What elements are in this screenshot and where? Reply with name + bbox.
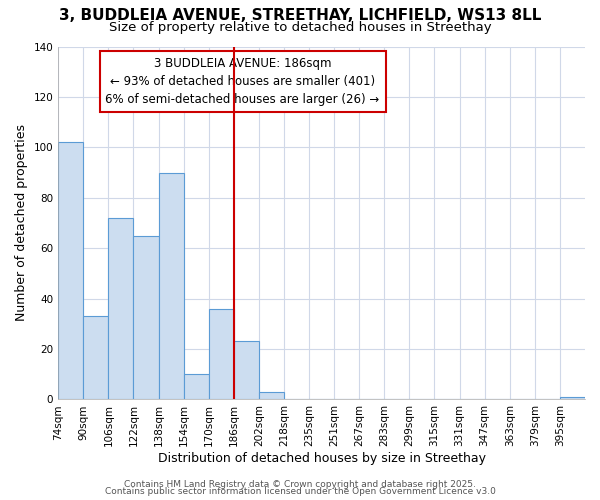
Y-axis label: Number of detached properties: Number of detached properties bbox=[15, 124, 28, 322]
Bar bbox=[158, 172, 184, 400]
Text: 3, BUDDLEIA AVENUE, STREETHAY, LICHFIELD, WS13 8LL: 3, BUDDLEIA AVENUE, STREETHAY, LICHFIELD… bbox=[59, 8, 541, 22]
Bar bbox=[83, 316, 109, 400]
Bar bbox=[109, 218, 133, 400]
Bar bbox=[259, 392, 284, 400]
Bar bbox=[560, 397, 585, 400]
Bar bbox=[234, 342, 259, 400]
Bar bbox=[133, 236, 158, 400]
Text: Contains public sector information licensed under the Open Government Licence v3: Contains public sector information licen… bbox=[104, 487, 496, 496]
Bar bbox=[184, 374, 209, 400]
Text: Size of property relative to detached houses in Streethay: Size of property relative to detached ho… bbox=[109, 21, 491, 34]
Bar bbox=[209, 308, 234, 400]
X-axis label: Distribution of detached houses by size in Streethay: Distribution of detached houses by size … bbox=[158, 452, 485, 465]
Bar bbox=[58, 142, 83, 400]
Text: Contains HM Land Registry data © Crown copyright and database right 2025.: Contains HM Land Registry data © Crown c… bbox=[124, 480, 476, 489]
Text: 3 BUDDLEIA AVENUE: 186sqm
← 93% of detached houses are smaller (401)
6% of semi-: 3 BUDDLEIA AVENUE: 186sqm ← 93% of detac… bbox=[106, 57, 380, 106]
